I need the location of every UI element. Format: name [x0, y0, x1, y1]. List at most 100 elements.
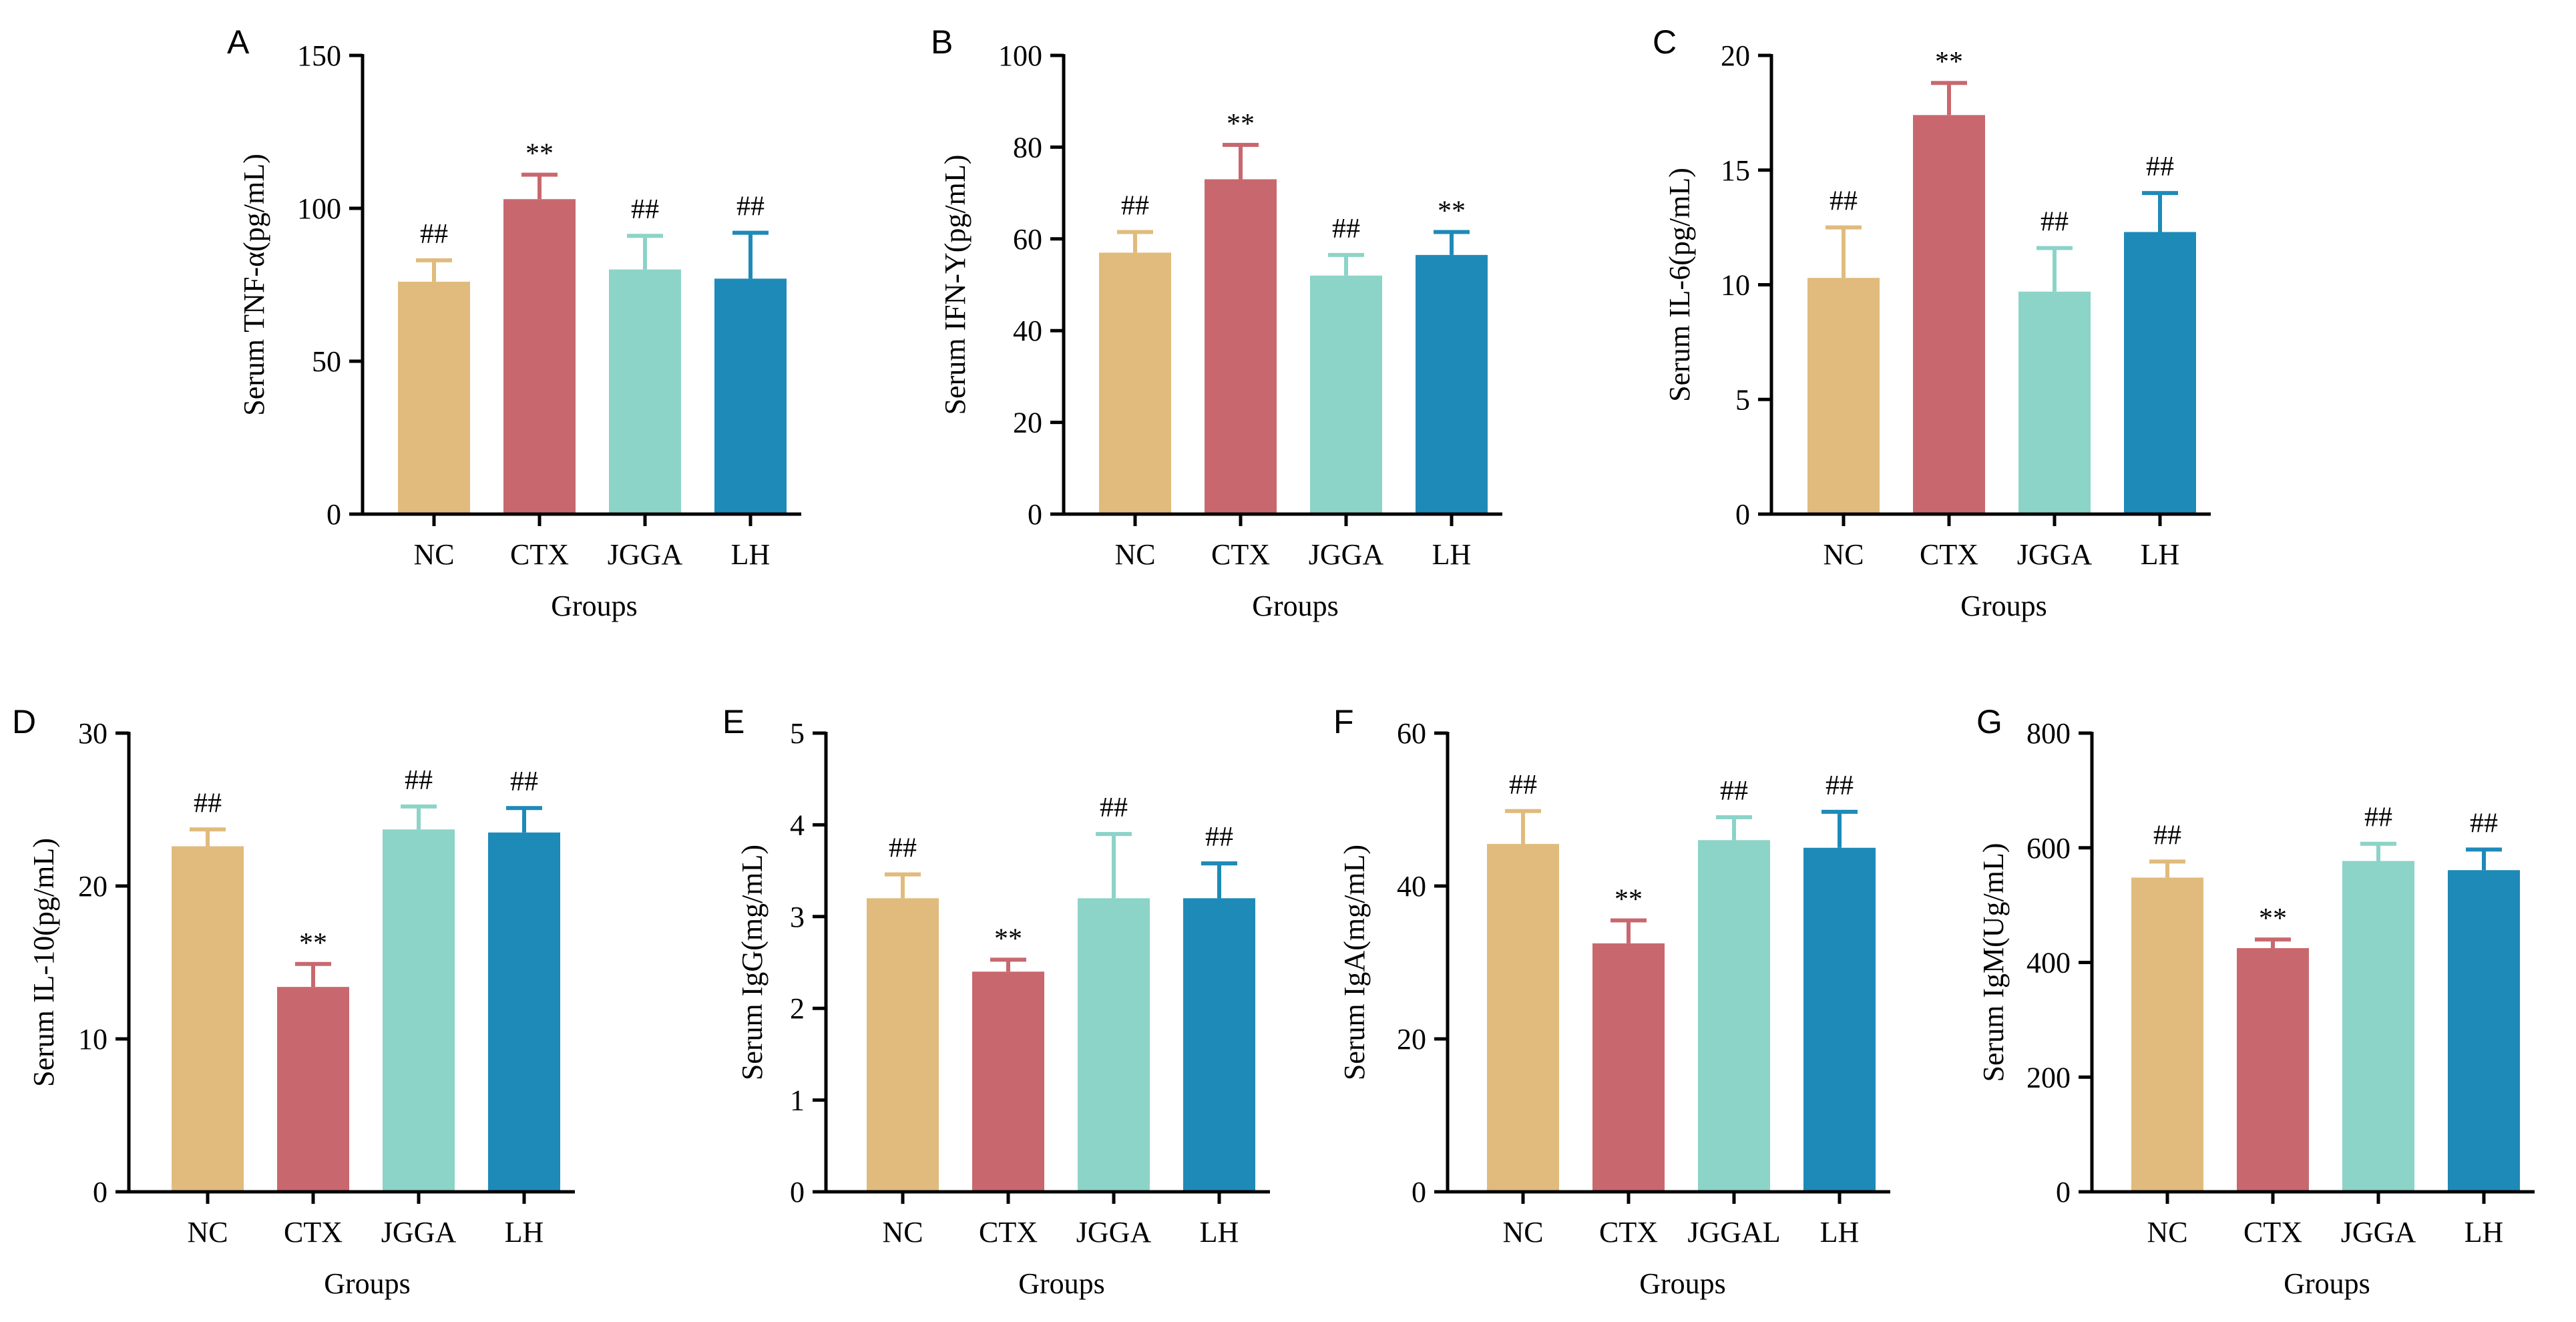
y-tick-label: 60 — [1397, 717, 1426, 750]
x-axis-title: Groups — [2284, 1267, 2370, 1300]
bar-jgga — [383, 829, 455, 1192]
bar-nc — [867, 898, 939, 1192]
y-tick-label: 5 — [790, 717, 805, 750]
x-axis-title: Groups — [1960, 590, 2047, 622]
bar-ctx — [2237, 948, 2309, 1192]
error-bar — [1201, 861, 1237, 899]
bar-ctx — [1592, 943, 1665, 1192]
y-tick-label: 80 — [1013, 131, 1042, 164]
bar-nc — [172, 846, 244, 1192]
y-axis-title: Serum IgG(mg/mL) — [736, 845, 769, 1080]
significance-label: ## — [510, 766, 538, 797]
bar-ctx — [1205, 179, 1277, 514]
y-tick-label: 150 — [297, 39, 341, 72]
x-tick-label: LH — [2464, 1216, 2504, 1249]
error-bar — [990, 957, 1026, 972]
x-tick-label: CTX — [510, 538, 569, 571]
x-tick-label: NC — [413, 538, 454, 571]
x-tick-label: CTX — [1211, 538, 1270, 571]
x-tick-label: CTX — [1599, 1216, 1658, 1249]
significance-label: ## — [2364, 803, 2392, 833]
panel-f: F ## ** ## ## 0 20 40 60 NC CTX JGGAL LH Groups Serum … — [1333, 703, 1890, 1300]
y-tick-label: 20 — [1721, 39, 1750, 72]
significance-label: ## — [2146, 152, 2174, 182]
significance-label: ## — [1121, 190, 1149, 221]
y-tick-label: 30 — [78, 717, 108, 750]
x-tick-label: NC — [882, 1216, 923, 1249]
x-tick-label: JGGAL — [1687, 1216, 1780, 1249]
significance-label: ## — [1100, 793, 1128, 823]
y-axis-title: Serum TNF-α(pg/mL) — [238, 154, 270, 416]
panel-letter: B — [931, 23, 953, 61]
significance-label: ** — [299, 928, 327, 959]
panel-b: B ## ** ## ** 0 20 40 60 80 100 NC CTX JGGA LH Groups Se… — [931, 23, 1502, 622]
y-tick-label: 200 — [2026, 1061, 2071, 1094]
y-tick-label: 0 — [1412, 1176, 1426, 1208]
bar-nc — [1807, 278, 1880, 514]
x-tick-label: LH — [1432, 538, 1472, 571]
y-tick-label: 15 — [1721, 154, 1750, 187]
panel-g: G ## ** ## ## 0 200 400 600 800 NC CTX JGGA LH Groups S… — [1976, 703, 2535, 1300]
panel-letter: A — [227, 23, 250, 61]
x-tick-label: LH — [1200, 1216, 1239, 1249]
y-tick-label: 0 — [1028, 498, 1042, 531]
significance-label: ## — [2153, 820, 2181, 851]
y-tick-label: 0 — [790, 1176, 805, 1208]
error-bar — [1826, 225, 1862, 278]
error-bar — [1223, 142, 1259, 180]
y-tick-label: 0 — [2056, 1176, 2071, 1208]
x-tick-label: JGGA — [608, 538, 683, 571]
y-tick-label: 0 — [93, 1176, 108, 1208]
panel-d: D ## ** ## ## 0 10 20 30 NC CTX JGGA LH Groups Serum I… — [12, 703, 575, 1300]
y-tick-label: 5 — [1735, 383, 1750, 416]
y-tick-label: 4 — [790, 809, 805, 841]
bar-nc — [1487, 844, 1559, 1192]
bar-lh — [714, 278, 787, 514]
bar-jggal — [1698, 840, 1770, 1192]
y-tick-label: 3 — [790, 901, 805, 933]
bar-jgga — [1078, 898, 1150, 1192]
error-bar — [2255, 937, 2291, 949]
x-tick-label: NC — [1823, 538, 1864, 571]
x-tick-label: JGGA — [1309, 538, 1384, 571]
significance-label: ** — [1935, 47, 1963, 77]
significance-label: ** — [994, 923, 1022, 954]
bar-lh — [488, 832, 560, 1192]
bar-ctx — [277, 987, 349, 1192]
significance-label: ## — [889, 833, 917, 864]
error-bar — [2360, 841, 2396, 861]
bar-lh — [1416, 254, 1488, 514]
bar-jgga — [609, 269, 681, 514]
bar-ctx — [503, 199, 576, 514]
panel-letter: D — [12, 703, 36, 740]
y-tick-label: 40 — [1397, 870, 1426, 903]
x-axis-title: Groups — [1639, 1267, 1726, 1300]
y-tick-label: 0 — [1735, 498, 1750, 531]
bar-lh — [1183, 898, 1255, 1192]
y-tick-label: 1 — [790, 1084, 805, 1117]
significance-label: ## — [2041, 207, 2069, 238]
bar-ctx — [972, 971, 1044, 1192]
bar-ctx — [1913, 115, 1985, 514]
panel-letter: C — [1653, 23, 1677, 61]
significance-label: ** — [525, 139, 554, 170]
significance-label: ## — [1826, 770, 1854, 801]
significance-label: ## — [405, 765, 433, 796]
y-tick-label: 50 — [312, 345, 341, 378]
y-tick-label: 10 — [78, 1023, 108, 1056]
x-tick-label: JGGA — [381, 1216, 457, 1249]
panel-letter: E — [722, 703, 744, 740]
panel-e: E ## ** ## ## 0 1 2 3 4 5 NC CTX JGGA LH Groups Serum Ig… — [722, 703, 1270, 1300]
y-axis-title: Serum IgA(mg/mL) — [1338, 845, 1371, 1080]
x-tick-label: CTX — [2243, 1216, 2302, 1249]
bar-lh — [2124, 232, 2196, 514]
error-bar — [295, 961, 331, 987]
error-bar — [1611, 918, 1647, 943]
x-tick-label: NC — [1502, 1216, 1543, 1249]
error-bar — [1505, 809, 1541, 845]
x-axis-title: Groups — [551, 590, 638, 622]
x-tick-label: LH — [2141, 538, 2180, 571]
x-axis-title: Groups — [324, 1267, 411, 1300]
y-axis-title: Serum IL-10(pg/mL) — [27, 838, 60, 1087]
